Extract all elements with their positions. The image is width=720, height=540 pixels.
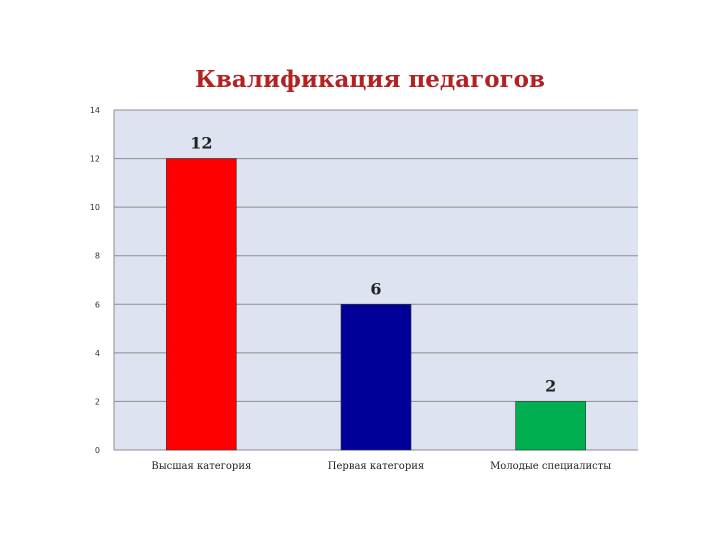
bar [166, 158, 237, 451]
y-tick-label: 10 [90, 203, 100, 212]
x-category-label: Высшая категория [151, 461, 251, 472]
y-tick-label: 12 [90, 155, 100, 164]
y-tick-label: 4 [95, 349, 100, 358]
x-category-label: Первая категория [328, 461, 424, 472]
x-category-label: Молодые специалисты [490, 461, 611, 472]
y-tick-label: 14 [90, 106, 100, 115]
data-label: 6 [370, 279, 381, 298]
category-labels: Высшая категория Первая категория Молодые … [151, 461, 611, 472]
bar [340, 303, 412, 451]
y-axis-ticks: 0 2 4 6 8 10 12 14 [90, 106, 100, 455]
data-labels: 12 6 2 [190, 134, 556, 396]
bars [166, 158, 586, 451]
y-tick-label: 6 [95, 300, 100, 309]
chart-title: Квалификация педагогов [195, 66, 545, 93]
bar [515, 401, 586, 451]
y-tick-label: 2 [95, 397, 100, 406]
y-tick-label: 8 [95, 252, 100, 261]
data-label: 2 [545, 376, 556, 395]
data-label: 12 [190, 134, 212, 153]
y-tick-label: 0 [95, 446, 100, 455]
